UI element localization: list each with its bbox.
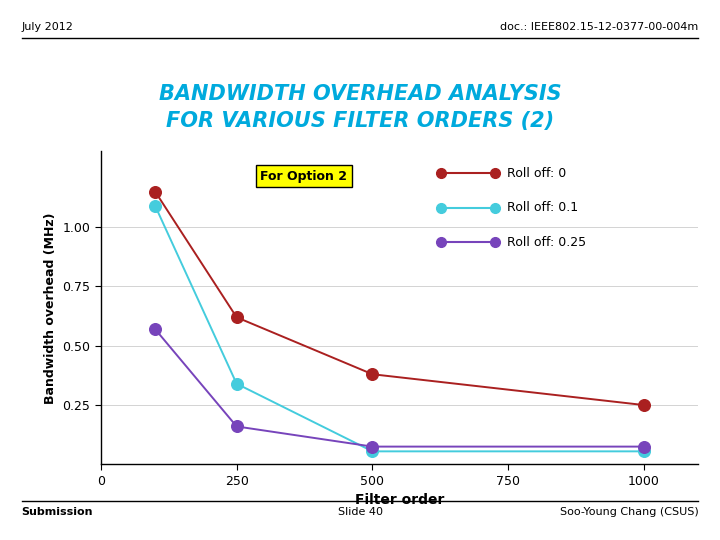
Text: Roll off: 0.1: Roll off: 0.1 bbox=[507, 201, 578, 214]
Text: Roll off: 0: Roll off: 0 bbox=[507, 167, 567, 180]
X-axis label: Filter order: Filter order bbox=[355, 494, 444, 508]
Point bbox=[639, 447, 650, 456]
Point bbox=[149, 201, 161, 210]
Point bbox=[366, 447, 378, 456]
Point bbox=[639, 442, 650, 451]
Text: doc.: IEEE802.15-12-0377-00-004m: doc.: IEEE802.15-12-0377-00-004m bbox=[500, 22, 698, 32]
Text: Roll off: 0.25: Roll off: 0.25 bbox=[507, 235, 586, 248]
Point bbox=[231, 422, 243, 431]
Point bbox=[639, 401, 650, 409]
Text: Soo-Young Chang (CSUS): Soo-Young Chang (CSUS) bbox=[559, 507, 698, 517]
Point bbox=[149, 325, 161, 334]
Point bbox=[231, 313, 243, 322]
Point bbox=[231, 380, 243, 388]
Text: FOR VARIOUS FILTER ORDERS (2): FOR VARIOUS FILTER ORDERS (2) bbox=[166, 111, 554, 131]
Point bbox=[366, 370, 378, 379]
Text: BANDWIDTH OVERHEAD ANALYSIS: BANDWIDTH OVERHEAD ANALYSIS bbox=[158, 84, 562, 104]
Point bbox=[149, 187, 161, 196]
Point bbox=[366, 442, 378, 451]
Text: For Option 2: For Option 2 bbox=[261, 170, 348, 183]
Text: Submission: Submission bbox=[22, 507, 93, 517]
Text: July 2012: July 2012 bbox=[22, 22, 73, 32]
Text: Slide 40: Slide 40 bbox=[338, 507, 382, 517]
Y-axis label: Bandwidth overhead (MHz): Bandwidth overhead (MHz) bbox=[44, 212, 57, 403]
